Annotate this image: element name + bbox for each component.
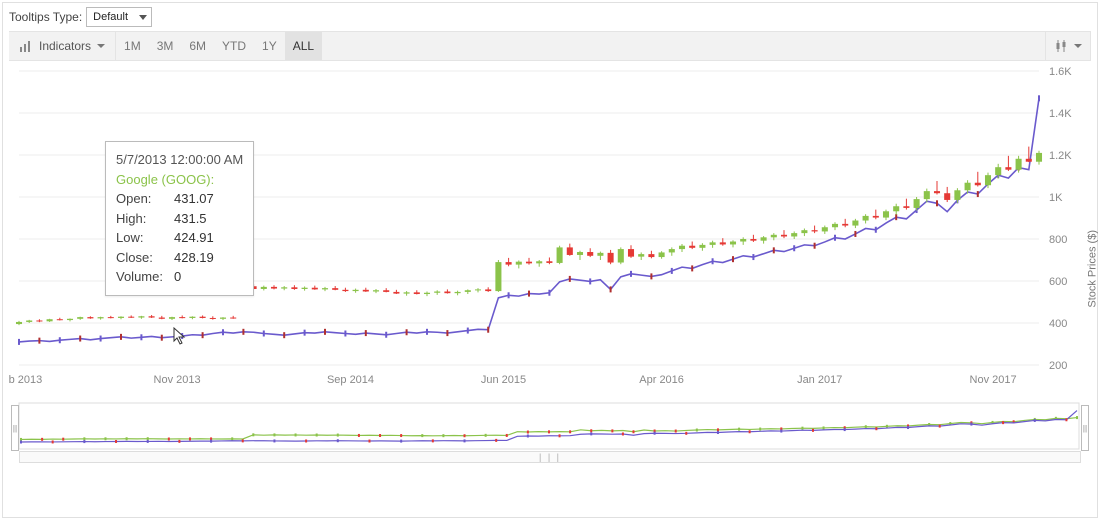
- indicators-button[interactable]: Indicators: [9, 32, 116, 60]
- svg-text:1.4K: 1.4K: [1049, 108, 1072, 120]
- navigator-scrollbar[interactable]: | | |: [19, 451, 1081, 463]
- tooltip-row: Volume:0: [116, 267, 243, 287]
- range-1m[interactable]: 1M: [116, 32, 149, 60]
- candlestick-icon: [1054, 39, 1068, 53]
- navigator-handle-right[interactable]: ||: [1081, 405, 1089, 451]
- tooltip: 5/7/2013 12:00:00 AM Google (GOOG): Open…: [105, 141, 254, 296]
- y-axis-label: Stock Prices ($): [1087, 230, 1099, 308]
- svg-text:800: 800: [1049, 234, 1067, 246]
- svg-text:Jan 2017: Jan 2017: [797, 374, 842, 386]
- svg-text:Nov 2017: Nov 2017: [970, 374, 1017, 386]
- range-3m[interactable]: 3M: [149, 32, 182, 60]
- chevron-down-icon: [139, 15, 147, 20]
- chevron-down-icon: [97, 44, 105, 48]
- svg-text:Nov 2013: Nov 2013: [154, 374, 201, 386]
- tooltip-row: High:431.5: [116, 209, 243, 229]
- svg-text:Jun 2015: Jun 2015: [481, 374, 526, 386]
- svg-text:1.2K: 1.2K: [1049, 150, 1072, 162]
- chevron-down-icon: [1074, 44, 1082, 48]
- svg-text:400: 400: [1049, 318, 1067, 330]
- tooltip-row: Open:431.07: [116, 189, 243, 209]
- svg-text:Feb 2013: Feb 2013: [9, 374, 42, 386]
- tooltip-row: Close:428.19: [116, 248, 243, 268]
- toolbar: Indicators 1M3M6MYTD1YALL: [9, 31, 1091, 61]
- indicators-label: Indicators: [39, 39, 91, 53]
- range-all[interactable]: ALL: [285, 32, 322, 60]
- tooltips-type-select[interactable]: Default: [86, 7, 152, 27]
- navigator: || || | | |: [9, 401, 1091, 461]
- svg-text:200: 200: [1049, 360, 1067, 372]
- panel: Tooltips Type: Default Indicators 1M3M6M…: [2, 2, 1098, 518]
- tooltips-type-label: Tooltips Type:: [9, 10, 82, 24]
- svg-text:1.6K: 1.6K: [1049, 66, 1072, 78]
- chart-type-button[interactable]: [1045, 32, 1091, 60]
- topbar: Tooltips Type: Default: [3, 3, 1097, 31]
- svg-text:Apr 2016: Apr 2016: [639, 374, 684, 386]
- chart-area: 200 400 600 800 1K 1.2K 1.4K 1.6K Feb 2013 Nov 20…: [9, 65, 1091, 395]
- range-group: 1M3M6MYTD1YALL: [116, 32, 322, 60]
- tooltip-row: Low:424.91: [116, 228, 243, 248]
- range-ytd[interactable]: YTD: [214, 32, 254, 60]
- navigator-chart[interactable]: [9, 401, 1089, 453]
- tooltips-type-value: Default: [93, 11, 128, 23]
- range-1y[interactable]: 1Y: [254, 32, 285, 60]
- range-6m[interactable]: 6M: [181, 32, 214, 60]
- svg-text:1K: 1K: [1049, 192, 1063, 204]
- navigator-handle-left[interactable]: ||: [11, 405, 19, 451]
- svg-text:Sep 2014: Sep 2014: [327, 374, 374, 386]
- tooltip-datetime: 5/7/2013 12:00:00 AM: [116, 150, 243, 170]
- indicators-icon: [19, 39, 33, 53]
- tooltip-series-label: Google (GOOG):: [116, 170, 243, 190]
- svg-text:600: 600: [1049, 276, 1067, 288]
